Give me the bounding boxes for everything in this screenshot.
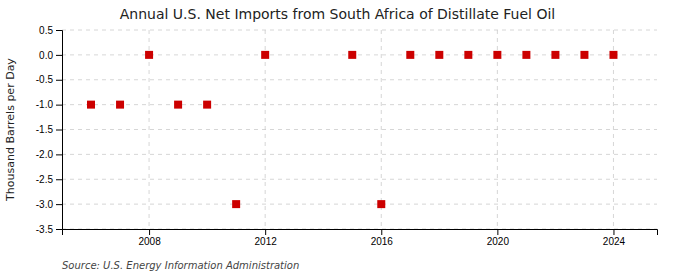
grid-line-y (62, 154, 657, 155)
point (580, 51, 588, 59)
y-tick-mark (56, 80, 62, 81)
x-tick: 2024 (603, 229, 626, 247)
point (87, 101, 95, 109)
x-axis: 2008 2012 2016 2020 2024 (63, 229, 658, 247)
grid-line-y (62, 179, 657, 180)
chart: 2008 2012 2016 2020 2024 0.5 0.0 -0.5 -1.0 -1.5 -2… (0, 0, 675, 275)
point (522, 51, 530, 59)
x-tick-mark (381, 229, 382, 235)
y-axis: 0.5 0.0 -0.5 -1.0 -1.5 -2.0 -2.5 -3.0 -3.5 (36, 25, 63, 235)
y-tick-mark (56, 229, 62, 230)
point (145, 51, 153, 59)
y-axis-line (56, 31, 63, 230)
x-tick-label: 2008 (138, 236, 161, 247)
y-tick-mark (56, 105, 62, 106)
x-tick: 2016 (371, 229, 394, 247)
grid (62, 30, 657, 229)
grid-line-x (149, 30, 150, 229)
grid-line-x (265, 30, 266, 229)
point (261, 51, 269, 59)
grid-line-y (62, 129, 657, 130)
y-tick-label: -2.5 (36, 174, 54, 185)
point (493, 51, 501, 59)
grid-line-y (62, 104, 657, 105)
y-tick: -2.5 (36, 174, 62, 185)
points (87, 51, 617, 208)
x-tick-mark (265, 229, 266, 235)
x-tick-label: 2024 (603, 236, 626, 247)
y-tick-label: 0.5 (39, 25, 53, 36)
source-note: Source: U.S. Energy Information Administ… (62, 260, 299, 271)
x-tick: 2020 (487, 229, 510, 247)
grid-line-x (381, 30, 382, 229)
y-tick-label: -0.5 (36, 74, 54, 85)
y-tick: -3.0 (36, 199, 62, 210)
x-axis-line (63, 230, 658, 236)
x-tick-label: 2012 (255, 236, 278, 247)
y-tick-mark (56, 179, 62, 180)
y-tick: -1.0 (36, 99, 62, 110)
point (551, 51, 559, 59)
grid-line-y (62, 204, 657, 205)
y-tick-mark (56, 204, 62, 205)
grid-line-y (62, 30, 657, 31)
y-tick: -1.5 (36, 124, 62, 135)
point (435, 51, 443, 59)
y-tick-mark (56, 30, 62, 31)
y-tick-mark (56, 55, 62, 56)
x-tick-label: 2016 (371, 236, 394, 247)
y-axis-label: Thousand Barrels per Day (4, 58, 17, 202)
grid-line-x (613, 30, 614, 229)
point (174, 101, 182, 109)
y-tick-label: -3.5 (36, 224, 54, 235)
y-tick-label: -3.0 (36, 199, 54, 210)
x-tick-mark (497, 229, 498, 235)
x-tick-mark (149, 229, 150, 235)
x-tick-mark (613, 229, 614, 235)
point (377, 200, 385, 208)
y-tick: -2.0 (36, 149, 62, 160)
y-tick: 0.0 (39, 50, 62, 61)
y-tick-label: -1.0 (36, 99, 54, 110)
y-tick: 0.5 (39, 25, 62, 36)
point (116, 101, 124, 109)
point (609, 51, 617, 59)
y-tick-mark (56, 154, 62, 155)
x-tick-label: 2020 (487, 236, 510, 247)
point (464, 51, 472, 59)
point (348, 51, 356, 59)
title: Annual U.S. Net Imports from South Afric… (120, 6, 556, 22)
y-tick-label: -1.5 (36, 124, 54, 135)
point (232, 200, 240, 208)
y-tick: -3.5 (36, 224, 62, 235)
grid-line-x (497, 30, 498, 229)
grid-line-y (62, 79, 657, 80)
y-tick-label: -2.0 (36, 149, 54, 160)
x-tick: 2012 (255, 229, 278, 247)
plot-area: 2008 2012 2016 2020 2024 0.5 0.0 -0.5 -1.0 -1.5 -2… (36, 25, 658, 247)
y-tick: -0.5 (36, 74, 62, 85)
point (406, 51, 414, 59)
point (203, 101, 211, 109)
y-tick-label: 0.0 (39, 50, 53, 61)
x-tick: 2008 (138, 229, 161, 247)
y-tick-mark (56, 130, 62, 131)
